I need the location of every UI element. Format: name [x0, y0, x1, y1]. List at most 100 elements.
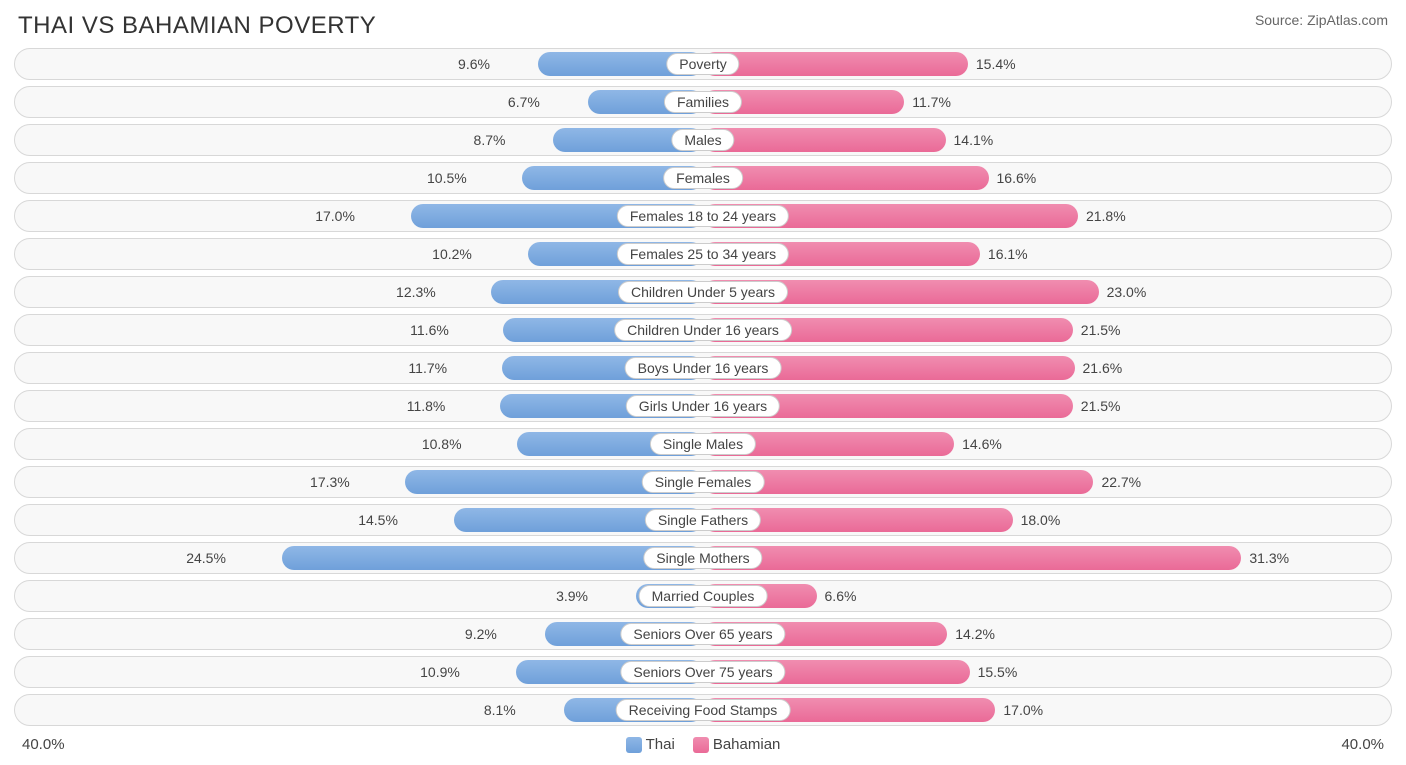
chart-header: THAI VS BAHAMIAN POVERTY Source: ZipAtla… — [14, 12, 1392, 48]
chart-title: THAI VS BAHAMIAN POVERTY — [18, 12, 376, 40]
value-bahamian: 21.5% — [1073, 315, 1121, 345]
row-left-half: 9.2% — [15, 619, 703, 649]
value-thai: 10.9% — [420, 657, 468, 687]
category-label: Poverty — [666, 53, 739, 75]
chart-row: 6.7%11.7%Families — [14, 86, 1392, 118]
row-left-half: 10.9% — [15, 657, 703, 687]
value-thai: 10.5% — [427, 163, 475, 193]
row-right-half: 14.2% — [703, 619, 1391, 649]
bar-thai — [282, 546, 703, 570]
row-right-half: 21.5% — [703, 315, 1391, 345]
value-thai: 3.9% — [556, 581, 596, 611]
row-right-half: 15.4% — [703, 49, 1391, 79]
row-left-half: 3.9% — [15, 581, 703, 611]
chart-row: 10.9%15.5%Seniors Over 75 years — [14, 656, 1392, 688]
category-label: Single Fathers — [645, 509, 761, 531]
row-left-half: 11.6% — [15, 315, 703, 345]
row-right-half: 31.3% — [703, 543, 1391, 573]
chart-row: 9.2% 14.2% Seniors Over 65 years — [14, 618, 1392, 650]
legend: Thai Bahamian — [626, 736, 781, 753]
category-label: Children Under 5 years — [618, 281, 788, 303]
value-thai: 9.6% — [458, 49, 498, 79]
row-right-half: 15.5% — [703, 657, 1391, 687]
row-right-half: 14.1% — [703, 125, 1391, 155]
bar-bahamian — [703, 52, 968, 76]
row-left-half: 11.7% — [15, 353, 703, 383]
value-bahamian: 21.6% — [1075, 353, 1123, 383]
category-label: Single Mothers — [643, 547, 762, 569]
value-thai: 11.6% — [410, 315, 457, 345]
value-thai: 8.1% — [484, 695, 524, 725]
row-right-half: 22.7% — [703, 467, 1391, 497]
value-thai: 24.5% — [186, 543, 234, 573]
value-thai: 9.2% — [465, 619, 505, 649]
row-left-half: 14.5% — [15, 505, 703, 535]
value-thai: 17.0% — [315, 201, 363, 231]
value-bahamian: 31.3% — [1241, 543, 1289, 573]
value-bahamian: 14.6% — [954, 429, 1002, 459]
chart-row: 11.6%21.5%Children Under 16 years — [14, 314, 1392, 346]
value-thai: 17.3% — [310, 467, 358, 497]
category-label: Receiving Food Stamps — [616, 699, 791, 721]
chart-row: 8.7% 14.1%Males — [14, 124, 1392, 156]
value-bahamian: 6.6% — [817, 581, 857, 611]
chart-row: 14.5% 18.0% Single Fathers — [14, 504, 1392, 536]
value-bahamian: 17.0% — [995, 695, 1043, 725]
square-icon — [626, 737, 642, 753]
chart-row: 17.3% 22.7%Single Females — [14, 466, 1392, 498]
value-thai: 10.2% — [432, 239, 480, 269]
chart-row: 24.5% 31.3% Single Mothers — [14, 542, 1392, 574]
value-bahamian: 11.7% — [904, 87, 951, 117]
value-bahamian: 18.0% — [1013, 505, 1061, 535]
value-bahamian: 21.5% — [1073, 391, 1121, 421]
row-right-half: 6.6% — [703, 581, 1391, 611]
chart-row: 12.3%23.0%Children Under 5 years — [14, 276, 1392, 308]
source-label: Source: ZipAtlas.com — [1255, 12, 1388, 28]
row-left-half: 17.3% — [15, 467, 703, 497]
row-left-half: 12.3% — [15, 277, 703, 307]
row-left-half: 10.2% — [15, 239, 703, 269]
row-right-half: 14.6% — [703, 429, 1391, 459]
row-right-half: 17.0% — [703, 695, 1391, 725]
axis-max-right: 40.0% — [780, 736, 1384, 753]
value-thai: 11.8% — [407, 391, 454, 421]
row-left-half: 24.5% — [15, 543, 703, 573]
row-left-half: 17.0% — [15, 201, 703, 231]
value-bahamian: 15.4% — [968, 49, 1016, 79]
chart-row: 9.6% 15.4% Poverty — [14, 48, 1392, 80]
row-left-half: 6.7% — [15, 87, 703, 117]
value-bahamian: 14.2% — [947, 619, 995, 649]
row-right-half: 16.1% — [703, 239, 1391, 269]
row-right-half: 18.0% — [703, 505, 1391, 535]
value-thai: 8.7% — [474, 125, 514, 155]
chart-row: 8.1% 17.0% Receiving Food Stamps — [14, 694, 1392, 726]
row-right-half: 21.8% — [703, 201, 1391, 231]
row-left-half: 10.8% — [15, 429, 703, 459]
category-label: Married Couples — [639, 585, 768, 607]
category-label: Females 25 to 34 years — [617, 243, 789, 265]
value-thai: 6.7% — [508, 87, 548, 117]
row-right-half: 11.7% — [703, 87, 1391, 117]
chart-row: 10.5% 16.6% Females — [14, 162, 1392, 194]
legend-item-thai: Thai — [626, 736, 675, 753]
category-label: Seniors Over 65 years — [620, 623, 785, 645]
row-left-half: 10.5% — [15, 163, 703, 193]
value-bahamian: 16.6% — [989, 163, 1037, 193]
legend-item-bahamian: Bahamian — [693, 736, 781, 753]
category-label: Females — [663, 167, 743, 189]
value-bahamian: 21.8% — [1078, 201, 1126, 231]
chart-footer: 40.0% Thai Bahamian 40.0% — [14, 732, 1392, 753]
category-label: Single Females — [642, 471, 765, 493]
row-right-half: 16.6% — [703, 163, 1391, 193]
row-left-half: 11.8% — [15, 391, 703, 421]
row-right-half: 23.0% — [703, 277, 1391, 307]
value-bahamian: 16.1% — [980, 239, 1028, 269]
category-label: Males — [671, 129, 734, 151]
row-left-half: 9.6% — [15, 49, 703, 79]
chart-row: 10.8%14.6%Single Males — [14, 428, 1392, 460]
row-right-half: 21.6% — [703, 353, 1391, 383]
value-thai: 14.5% — [358, 505, 406, 535]
category-label: Females 18 to 24 years — [617, 205, 789, 227]
value-bahamian: 15.5% — [970, 657, 1018, 687]
bar-bahamian — [703, 166, 989, 190]
